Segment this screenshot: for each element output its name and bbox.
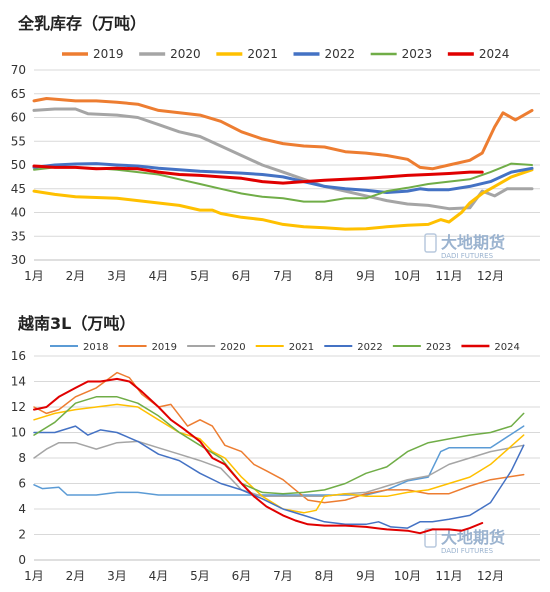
watermark-cn: 大地期货 [441, 233, 505, 252]
x-tick-label: 12月 [477, 569, 504, 583]
y-tick-label: 0 [18, 553, 26, 567]
x-tick-label: 2月 [66, 269, 86, 283]
x-tick-label: 7月 [273, 269, 293, 283]
series-line-2022 [32, 162, 534, 194]
x-tick-label: 7月 [273, 569, 293, 583]
series-line-2019 [32, 97, 534, 171]
legend-label-2019: 2019 [152, 342, 177, 353]
x-tick-label: 9月 [356, 269, 376, 283]
chart-title-vietnam-3l: 越南3L（万吨） [18, 314, 136, 333]
x-tick-label: 6月 [232, 269, 252, 283]
watermark-logo-icon [424, 233, 437, 253]
latex-inventory-chart: 70 65 60 55 50 45 40 35 30 1月 2月 3月 4月 5月 6月 7月 8月 9月 10月 1… [11, 47, 540, 283]
watermark-en: DADI FUTURES [441, 547, 494, 555]
legend-label-2021: 2021 [247, 47, 278, 61]
x-tick-label: 3月 [107, 569, 127, 583]
y-tick-label: 35 [11, 229, 26, 243]
legend-label-2020: 2020 [170, 47, 201, 61]
x-tick-label: 4月 [149, 569, 169, 583]
series-line-2024 [32, 164, 484, 185]
series-line-2020 [33, 440, 525, 498]
y-tick-label: 8 [18, 451, 26, 465]
x-tick-label: 11月 [435, 269, 462, 283]
series-line-2021 [33, 403, 525, 514]
x-tick-label: 1月 [24, 569, 44, 583]
x-tick-label: 5月 [190, 269, 210, 283]
series-line-2024 [33, 377, 484, 535]
legend-label-2018: 2018 [83, 342, 108, 353]
series-line-2019 [33, 371, 525, 504]
x-tick-label: 1月 [24, 269, 44, 283]
legend-label-2019: 2019 [93, 47, 124, 61]
series-line-2022 [33, 425, 525, 529]
y-tick-label: 6 [18, 477, 26, 491]
legend-label-2022: 2022 [357, 342, 382, 353]
legend-label-2021: 2021 [289, 342, 314, 353]
legend-label-2020: 2020 [220, 342, 245, 353]
x-tick-label: 5月 [190, 569, 210, 583]
x-tick-label: 12月 [477, 269, 504, 283]
x-tick-label: 4月 [149, 269, 169, 283]
x-tick-label: 6月 [232, 569, 252, 583]
series-line-2018 [33, 425, 525, 496]
legend-label-2024: 2024 [479, 47, 510, 61]
watermark-cn: 大地期货 [441, 528, 505, 547]
y-tick-label: 2 [18, 528, 26, 542]
legend-label-2024: 2024 [494, 342, 519, 353]
y-tick-label: 60 [11, 111, 26, 125]
y-tick-label: 45 [11, 182, 26, 196]
y-tick-label: 70 [11, 63, 26, 77]
chart-title-latex-inventory: 全乳库存（万吨） [18, 14, 147, 33]
x-tick-label: 8月 [315, 269, 335, 283]
x-tick-label: 10月 [394, 269, 421, 283]
y-tick-label: 4 [18, 502, 26, 516]
y-tick-label: 40 [11, 206, 26, 220]
series-line-2023 [33, 396, 525, 495]
y-tick-label: 55 [11, 134, 26, 148]
y-tick-label: 50 [11, 158, 26, 172]
x-tick-label: 9月 [356, 569, 376, 583]
x-tick-label: 10月 [394, 569, 421, 583]
y-tick-label: 10 [11, 426, 26, 440]
x-tick-label: 11月 [435, 569, 462, 583]
x-tick-label: 2月 [66, 569, 86, 583]
y-tick-label: 30 [11, 253, 26, 267]
legend-label-2023: 2023 [402, 47, 433, 61]
y-tick-label: 65 [11, 87, 26, 101]
y-tick-label: 14 [11, 375, 26, 389]
y-tick-label: 16 [11, 349, 26, 363]
series-line-2021 [32, 168, 534, 231]
x-tick-label: 3月 [107, 269, 127, 283]
x-tick-label: 8月 [315, 569, 335, 583]
y-tick-label: 12 [11, 400, 26, 414]
legend-label-2023: 2023 [426, 342, 451, 353]
watermark-en: DADI FUTURES [441, 252, 494, 260]
legend-label-2022: 2022 [325, 47, 356, 61]
